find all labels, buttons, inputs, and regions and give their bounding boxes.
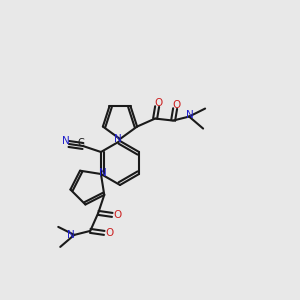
Text: O: O (154, 98, 162, 108)
Text: O: O (113, 210, 122, 220)
Text: N: N (62, 136, 70, 146)
Text: N: N (186, 110, 194, 120)
Text: N: N (114, 134, 122, 144)
Text: O: O (172, 100, 180, 110)
Text: N: N (99, 168, 107, 178)
Text: N: N (68, 230, 75, 240)
Text: C: C (78, 138, 84, 148)
Text: O: O (105, 228, 113, 238)
